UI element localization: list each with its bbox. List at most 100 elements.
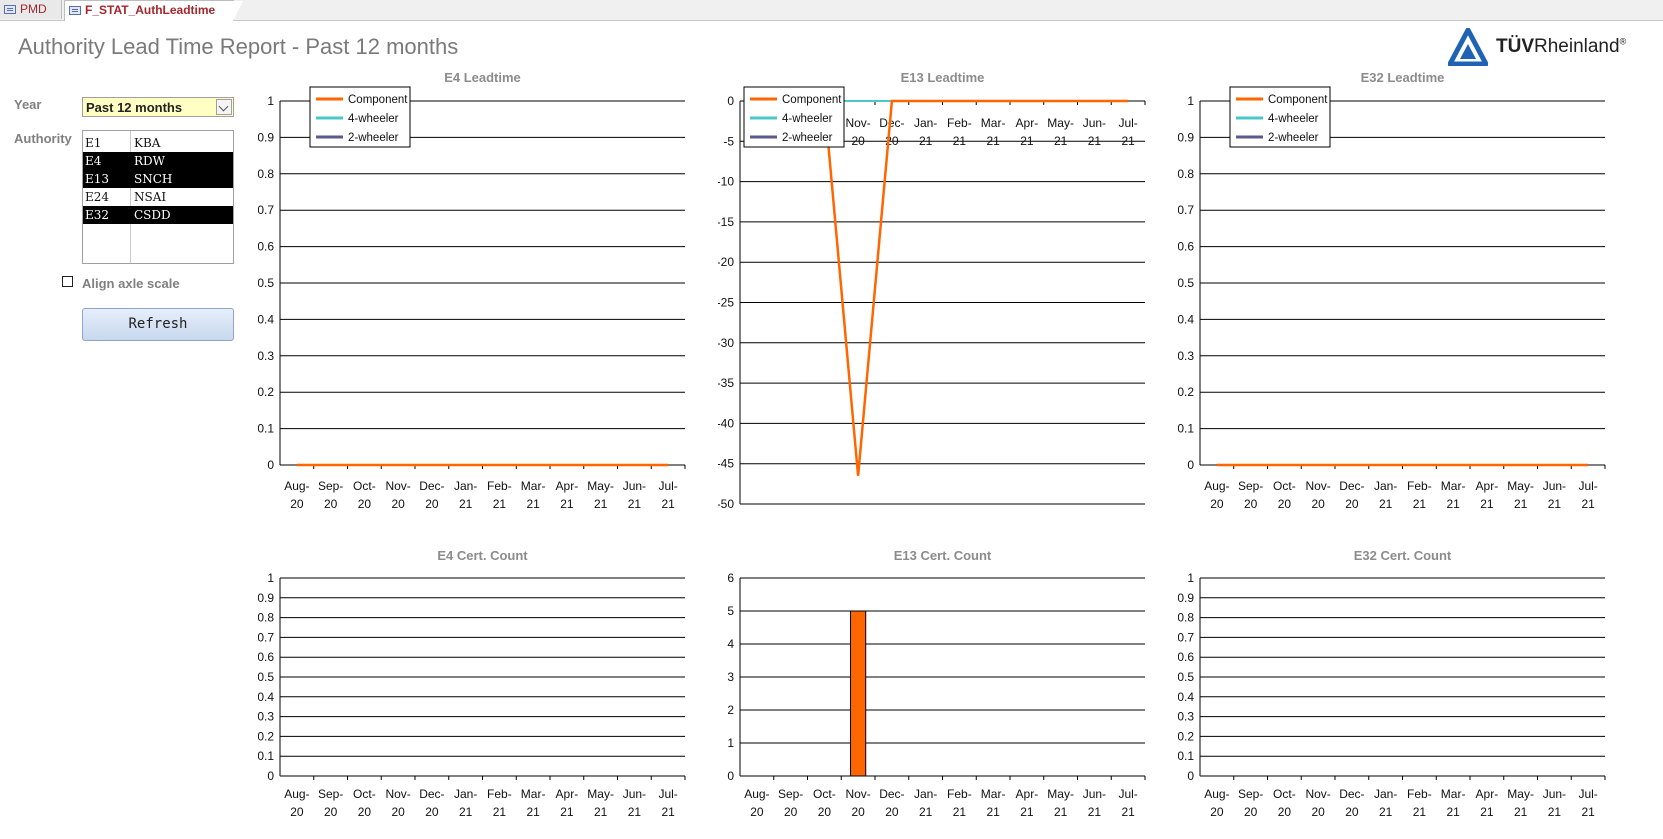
form-icon [69, 6, 81, 15]
x-tick-label: Aug-20 [284, 479, 309, 511]
chart-e32-leadtime: E32 Leadtime 1 0.9 0.8 0.7 0.6 0.5 0.4 0.3 0.2 0.1… [1178, 72, 1606, 511]
y-tick-label: 0.8 [1178, 167, 1194, 181]
x-tick-label: Jan-21 [1374, 479, 1397, 511]
year-label: Year [14, 97, 42, 112]
authority-name: CSDD [134, 208, 171, 222]
x-tick-label: Jun-21 [623, 787, 646, 819]
y-tick-label: 1 [727, 736, 734, 750]
x-tick-label: Mar-21 [521, 787, 546, 819]
x-tick-label: Nov-20 [1305, 787, 1330, 819]
x-tick-label: May-21 [1507, 479, 1534, 511]
x-tick-label: Nov-20 [845, 787, 870, 819]
legend-label: 2-wheeler [348, 132, 399, 144]
authority-code: E32 [85, 208, 110, 222]
x-tick-label: Jun-21 [1543, 479, 1566, 511]
x-tick-label: Dec-20 [1339, 787, 1364, 819]
y-tick-label: 0.4 [258, 690, 274, 704]
y-tick-label: 0 [727, 94, 734, 108]
authority-listbox[interactable]: E1 KBA E4 RDW E13 SNCH E24 NSAI E32 CSDD [82, 130, 234, 264]
x-tick-label: Oct-20 [353, 787, 376, 819]
chart-legend: Component 4-wheeler 2-wheeler [743, 86, 845, 148]
y-tick-label: -40 [718, 416, 734, 430]
bar [850, 610, 867, 777]
y-tick-label: 0.7 [1178, 630, 1194, 644]
x-tick-label: Jul-21 [658, 479, 677, 511]
authority-code: E13 [85, 172, 110, 186]
chart-title: E13 Cert. Count [894, 550, 992, 563]
x-tick-label: Nov-20 [1305, 479, 1330, 511]
chart-e13-cert-count: E13 Cert. Count 6 5 4 3 2 1 0 Aug-20 Sep-20 Oct-20… [727, 550, 1146, 819]
x-tick-label: Feb-21 [947, 116, 972, 148]
y-tick-label: 0.2 [258, 729, 274, 743]
align-axle-scale-checkbox[interactable] [62, 276, 73, 287]
x-tick-label: Dec-20 [879, 787, 904, 819]
authority-name: KBA [134, 136, 161, 150]
x-tick-label: Nov-20 [845, 116, 870, 148]
x-tick-label: Aug-20 [284, 787, 309, 819]
chevron-down-icon[interactable] [216, 99, 232, 115]
chart-legend: Component 4-wheeler 2-wheeler [309, 86, 411, 148]
x-tick-label: Oct-20 [1273, 787, 1296, 819]
x-tick-label: Jun-21 [623, 479, 646, 511]
y-tick-label: 0 [1187, 769, 1194, 783]
y-tick-label: 0.1 [1178, 749, 1194, 763]
x-tick-label: Aug-20 [1204, 479, 1229, 511]
y-tick-label: 0.8 [258, 611, 274, 625]
x-tick-label: Oct-20 [1273, 479, 1296, 511]
legend-label: 4-wheeler [348, 113, 399, 125]
x-tick-label: Feb-21 [1407, 787, 1432, 819]
authority-list-item[interactable]: E13 SNCH [83, 170, 233, 188]
x-tick-label: Aug-20 [744, 787, 769, 819]
y-tick-label: 0.2 [258, 385, 274, 399]
y-tick-label: 0 [727, 769, 734, 783]
x-tick-label: Feb-21 [487, 787, 512, 819]
x-tick-label: Feb-21 [1407, 479, 1432, 511]
x-tick-label: Jul-21 [1118, 787, 1137, 819]
chart-title: E32 Leadtime [1361, 72, 1445, 85]
x-tick-label: Nov-20 [385, 787, 410, 819]
x-tick-label: Jan-21 [454, 787, 477, 819]
refresh-button[interactable]: Refresh [82, 308, 234, 341]
y-tick-label: -5 [723, 134, 734, 148]
x-tick-label: Feb-21 [947, 787, 972, 819]
y-tick-label: 0.3 [1178, 349, 1194, 363]
x-tick-label: Sep-20 [318, 479, 343, 511]
tab-f-stat-authleadtime[interactable]: F_STAT_AuthLeadtime [64, 0, 243, 21]
x-tick-label: Mar-21 [521, 479, 546, 511]
y-tick-label: -10 [718, 175, 734, 189]
year-combobox[interactable]: Past 12 months [82, 97, 234, 117]
authority-name: SNCH [134, 172, 173, 186]
x-tick-label: Mar-21 [981, 116, 1006, 148]
authority-code: E4 [85, 154, 102, 168]
x-tick-label: Dec-20 [419, 479, 444, 511]
y-tick-label: 0.5 [1178, 670, 1194, 684]
column-divider [130, 131, 131, 263]
year-value: Past 12 months [86, 100, 183, 115]
y-tick-label: -45 [718, 457, 734, 471]
x-tick-label: Sep-20 [318, 787, 343, 819]
authority-list-item[interactable]: E32 CSDD [83, 206, 233, 224]
y-tick-label: -20 [718, 255, 734, 269]
y-tick-label: 2 [727, 703, 734, 717]
legend-label: 4-wheeler [782, 113, 833, 125]
x-tick-label: May-21 [587, 787, 614, 819]
tuv-rheinland-logo: TÜVRheinland® [1448, 28, 1648, 66]
authority-list-item[interactable]: E1 KBA [83, 134, 233, 152]
authority-list-item[interactable]: E24 NSAI [83, 188, 233, 206]
y-tick-label: 5 [727, 604, 734, 618]
x-tick-label: Jun-21 [1083, 787, 1106, 819]
chart-e32-cert-count: E32 Cert. Count 1 0.9 0.8 0.7 0.6 0.5 0.4 0.3 0.2… [1178, 550, 1606, 819]
align-axle-scale-label: Align axle scale [82, 276, 180, 291]
y-tick-label: 0.9 [1178, 591, 1194, 605]
x-tick-label: Jul-21 [658, 787, 677, 819]
tab-pmd[interactable]: PMD [0, 0, 62, 19]
y-tick-label: 0.8 [1178, 611, 1194, 625]
series-line-component [756, 99, 1129, 476]
chart-title: E4 Leadtime [444, 72, 521, 85]
authority-list-item[interactable]: E4 RDW [83, 152, 233, 170]
form-icon [4, 5, 16, 14]
y-tick-label: -15 [718, 215, 734, 229]
x-tick-label: Feb-21 [487, 479, 512, 511]
x-tick-label: Sep-20 [778, 787, 803, 819]
legend-label: Component [782, 94, 842, 106]
